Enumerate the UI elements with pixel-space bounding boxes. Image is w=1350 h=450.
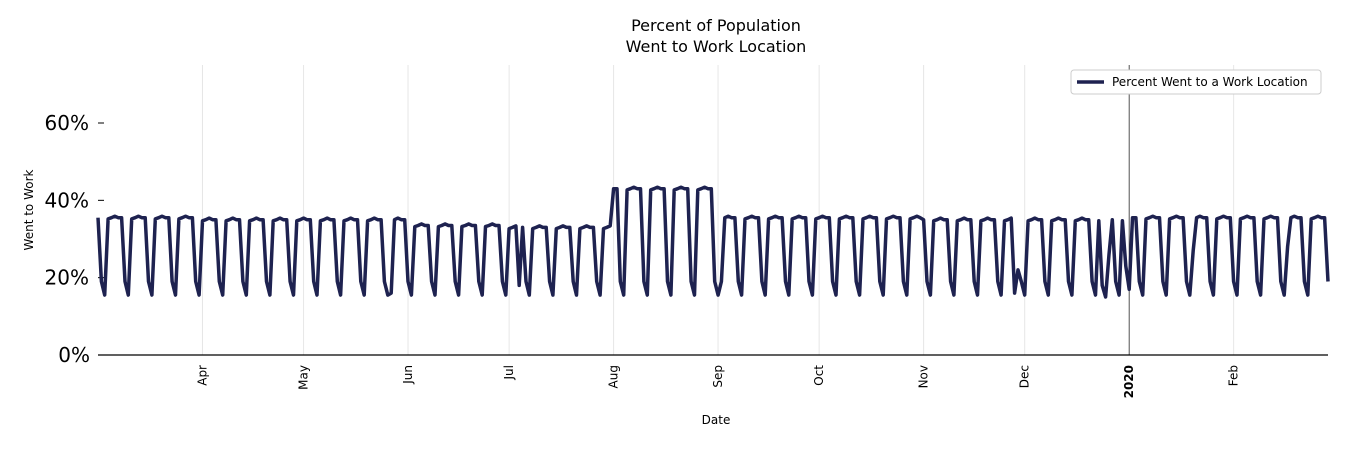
x-axis-label: Date <box>702 413 731 427</box>
y-tick-label: 60% <box>45 111 89 135</box>
x-tick-label: Nov <box>917 365 931 388</box>
series-layer <box>96 185 1330 299</box>
x-tick-label: Dec <box>1018 365 1032 388</box>
y-tick-label: 40% <box>45 188 89 212</box>
y-axis-label: Went to Work <box>22 169 36 250</box>
legend: Percent Went to a Work Location <box>1070 69 1322 95</box>
chart-title-line-1: Percent of Population <box>631 16 801 35</box>
x-tick-label: Apr <box>195 365 209 386</box>
chart-title-line-2: Went to Work Location <box>626 37 807 56</box>
legend-frame <box>1070 69 1322 95</box>
series-line <box>96 185 1330 299</box>
x-tick-label: Jul <box>502 365 516 380</box>
x-tick-label: Feb <box>1227 365 1241 386</box>
x-tick-label: 2020 <box>1122 365 1136 398</box>
x-tick-label: Sep <box>711 365 725 388</box>
legend-label: Percent Went to a Work Location <box>1112 75 1308 89</box>
x-gridlines <box>201 65 1235 355</box>
chart-title: Percent of Population Went to Work Locat… <box>626 16 807 56</box>
y-axis: 0% 20% 40% 60% <box>45 111 104 367</box>
y-tick-label: 0% <box>58 343 90 367</box>
x-tick-label: May <box>297 365 311 390</box>
x-tick-label: Jun <box>401 365 415 385</box>
x-axis: Apr May Jun Jul Aug Sep Oct Nov Dec 2020 Feb <box>98 354 1328 398</box>
x-tick-label: Aug <box>607 365 621 388</box>
x-tick-label: Oct <box>812 365 826 386</box>
y-tick-label: 20% <box>45 266 89 290</box>
